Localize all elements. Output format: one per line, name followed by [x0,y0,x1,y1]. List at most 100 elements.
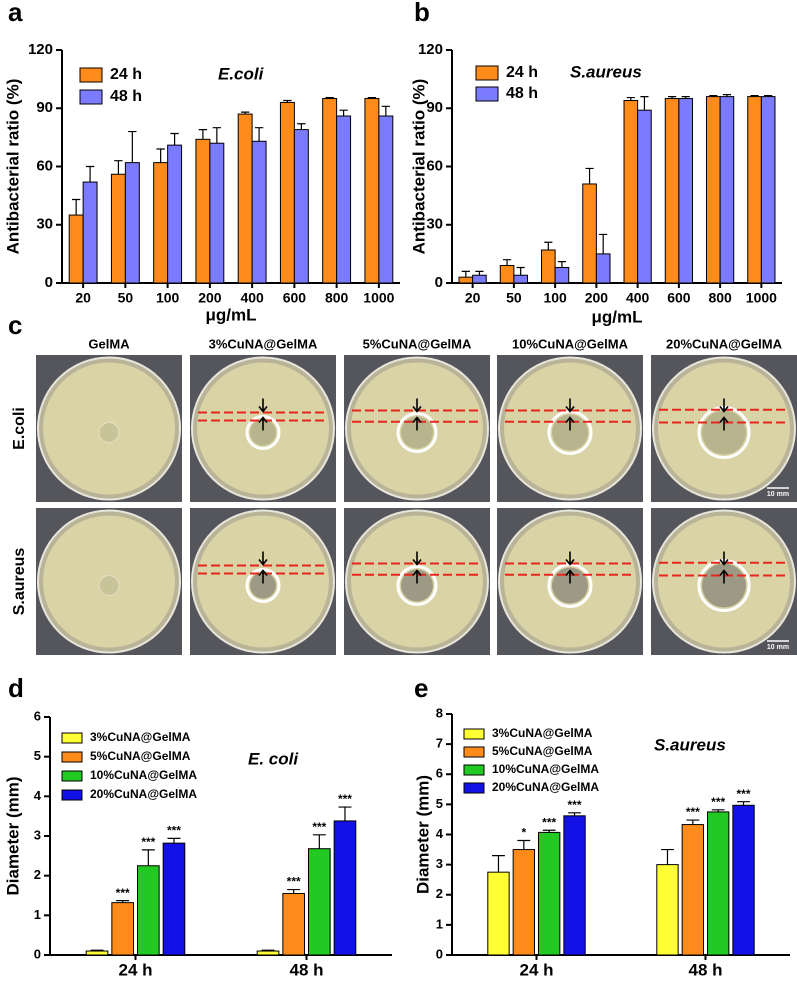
x-tick-label: 20 [75,290,91,306]
y-tick-label: 2 [34,867,41,882]
error-bar [585,167,594,184]
x-tick-label: 100 [543,290,567,306]
legend-swatch [475,65,499,81]
error-bar [502,259,512,266]
error-bar [640,96,649,111]
legend-label: 3%CuNA@GelMA [492,726,593,740]
bar [293,129,309,284]
arrow-up [258,416,268,431]
inhibition-zone [401,569,433,602]
x-tick-label: 800 [325,290,349,306]
arrow-up [412,569,422,584]
legend-swatch [61,751,83,763]
bar [541,249,556,284]
bar [282,893,306,956]
error-bar [254,127,264,142]
legend-label: 24 h [110,66,142,83]
x-tick-label: 1000 [746,290,777,306]
error-bar [90,949,104,952]
panel-label: b [414,0,430,27]
bar [110,173,126,284]
error-bar [492,854,505,873]
bar [251,140,267,284]
error-bar [283,99,292,103]
bar [732,804,755,956]
y-tick-label: 1 [34,907,41,922]
y-tick-label: 2 [436,886,443,901]
bar [760,96,776,284]
error-bar [667,96,677,99]
x-tick-label: 400 [240,290,264,306]
y-tick-label: 0 [435,274,443,291]
y-tick-label: 30 [36,216,53,233]
error-bar [339,109,348,117]
error-bar [709,95,718,97]
error-bar [85,165,95,183]
bar [137,865,160,956]
bar [512,849,536,956]
bar [623,99,639,284]
row-label: E.coli [11,407,28,450]
x-tick-label: 24 h [519,960,553,979]
significance-label: *** [141,835,155,849]
error-bar [750,95,759,97]
bar [554,266,570,284]
annotation: E.coli [218,64,265,83]
column-title: GelMA [88,336,130,351]
chart-panel: d 0 1 2 3 4 5 6 Diameter (mm) 24 h *** *** *** 48 h **… [3,673,392,979]
x-tick-label: 600 [283,290,307,306]
bar [563,815,586,956]
legend-label: 48 h [506,85,538,102]
scale-bar-label: 10 mm [767,644,789,651]
x-tick-label: 600 [667,290,691,306]
y-tick-label: 8 [436,705,443,720]
y-tick-label: 5 [34,748,41,763]
y-tick-label: 0 [45,274,53,291]
arrow-down [258,551,268,566]
legend-label: 48 h [110,88,142,105]
panel-label: a [8,0,23,27]
error-bar [156,148,165,163]
legend-label: 3%CuNA@GelMA [90,730,191,744]
annotation: E. coli [248,749,299,768]
bar [85,950,109,956]
arrow-down [412,551,422,566]
y-tick-label: 4 [436,826,444,841]
column-title: 10%CuNA@GelMA [512,336,629,351]
arrow-down [412,398,422,413]
inhibition-zone [552,414,588,451]
significance-label: *** [711,795,725,809]
y-tick-label: 7 [436,736,443,751]
error-bar [764,95,773,97]
error-bar [626,96,635,101]
row-label: S.aureus [11,548,28,616]
inhibition-zone [552,567,588,604]
arrow-up [565,416,575,431]
error-bar [544,241,553,250]
significance-label: *** [686,805,700,819]
y-axis-label: Antibacterial ratio (%) [409,79,428,255]
error-bar [141,849,155,866]
error-bar [212,127,222,144]
legend-label: 24 h [506,64,538,81]
arrow-up [719,569,729,584]
x-tick-label: 50 [118,290,134,306]
y-axis-label: Diameter (mm) [413,775,432,894]
arrow-down [258,398,268,413]
error-bar [287,888,301,894]
legend-label: 10%CuNA@GelMA [90,768,197,782]
bar [378,115,394,284]
zone-ring [396,565,438,606]
y-tick-label: 90 [426,99,443,116]
x-tick-label: 200 [198,290,222,306]
column-title: 20%CuNA@GelMA [666,336,783,351]
bar [664,98,680,284]
bar [472,274,487,284]
error-bar [568,812,581,816]
bar [678,98,693,284]
annotation: S.aureus [570,62,642,81]
bar [747,96,762,284]
y-tick-label: 30 [426,216,443,233]
